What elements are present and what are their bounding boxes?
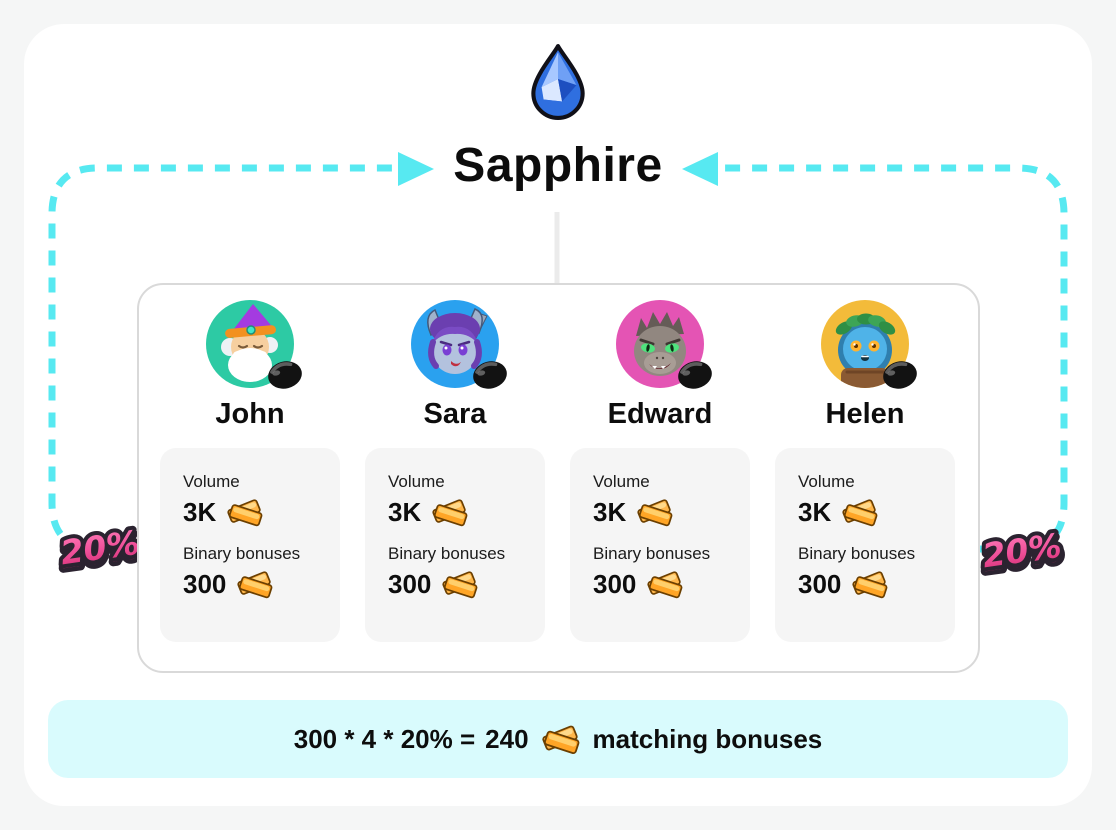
gold-bars-icon [224, 495, 266, 529]
nature-avatar [821, 300, 909, 388]
volume-label: Volume [388, 472, 445, 491]
volume-value: 3K [798, 496, 832, 527]
gold-bars-icon [234, 567, 276, 601]
boxing-glove-icon [879, 356, 921, 392]
member-name: John [215, 398, 285, 430]
member-name: Edward [607, 398, 713, 430]
volume-label: Volume [593, 472, 650, 491]
volume-label: Volume [798, 472, 855, 491]
binary-bonuses-value: 300 [183, 568, 227, 599]
binary-bonuses-value: 300 [593, 568, 637, 599]
member-column-helen: Helen Volume 3K Binary bonuses 300 [775, 298, 955, 671]
gold-bars-icon [439, 567, 481, 601]
volume-value: 3K [388, 496, 422, 527]
binary-bonuses-label: Binary bonuses [183, 544, 301, 563]
volume-label: Volume [183, 472, 240, 491]
gold-bars-icon [644, 567, 686, 601]
avatar [821, 300, 909, 388]
member-column-sara: Sara Volume 3K Binary bonuses 300 [365, 298, 545, 671]
binary-bonuses-label: Binary bonuses [798, 544, 916, 563]
avatar [206, 300, 294, 388]
avatar [616, 300, 704, 388]
percent-badge-left: 20% 20% [54, 519, 147, 581]
downline-group-card: John Volume 3K Binary bonuses 300 [137, 283, 980, 673]
member-stats-card: Volume 3K Binary bonuses 300 [775, 448, 955, 642]
binary-bonuses-label: Binary bonuses [593, 544, 711, 563]
boxing-glove-icon [469, 356, 511, 392]
gold-bars-icon [539, 721, 583, 757]
boxing-glove-icon [674, 356, 716, 392]
binary-bonuses-value: 300 [798, 568, 842, 599]
binary-bonuses-value: 300 [388, 568, 432, 599]
sapphire-gem-icon [527, 42, 589, 120]
binary-bonuses-label: Binary bonuses [388, 544, 506, 563]
gold-bars-icon [839, 495, 881, 529]
volume-value: 3K [183, 496, 217, 527]
summary-result: 240 [485, 723, 529, 754]
member-name: Sara [423, 398, 487, 430]
rank-title: Sapphire [453, 139, 663, 192]
member-stats-card: Volume 3K Binary bonuses 300 [570, 448, 750, 642]
gold-bars-icon [849, 567, 891, 601]
avatar [411, 300, 499, 388]
member-stats-card: Volume 3K Binary bonuses 300 [160, 448, 340, 642]
member-stats-card: Volume 3K Binary bonuses 300 [365, 448, 545, 642]
gold-bars-icon [429, 495, 471, 529]
volume-value: 3K [593, 496, 627, 527]
member-name: Helen [825, 398, 905, 430]
percent-badge-right: 20% 20% [976, 522, 1069, 584]
summary-formula: 300 * 4 * 20% = [293, 723, 476, 754]
member-column-john: John Volume 3K Binary bonuses 300 [160, 298, 340, 671]
summary-label: matching bonuses [592, 723, 823, 754]
boxing-glove-icon [264, 356, 306, 392]
percent-badge-text: 20% [58, 523, 142, 573]
gold-bars-icon [634, 495, 676, 529]
member-column-edward: Edward Volume 3K Binary bonuses 300 [570, 298, 750, 671]
matching-bonus-summary: 300 * 4 * 20% = 240 matching bonuses [48, 700, 1068, 778]
